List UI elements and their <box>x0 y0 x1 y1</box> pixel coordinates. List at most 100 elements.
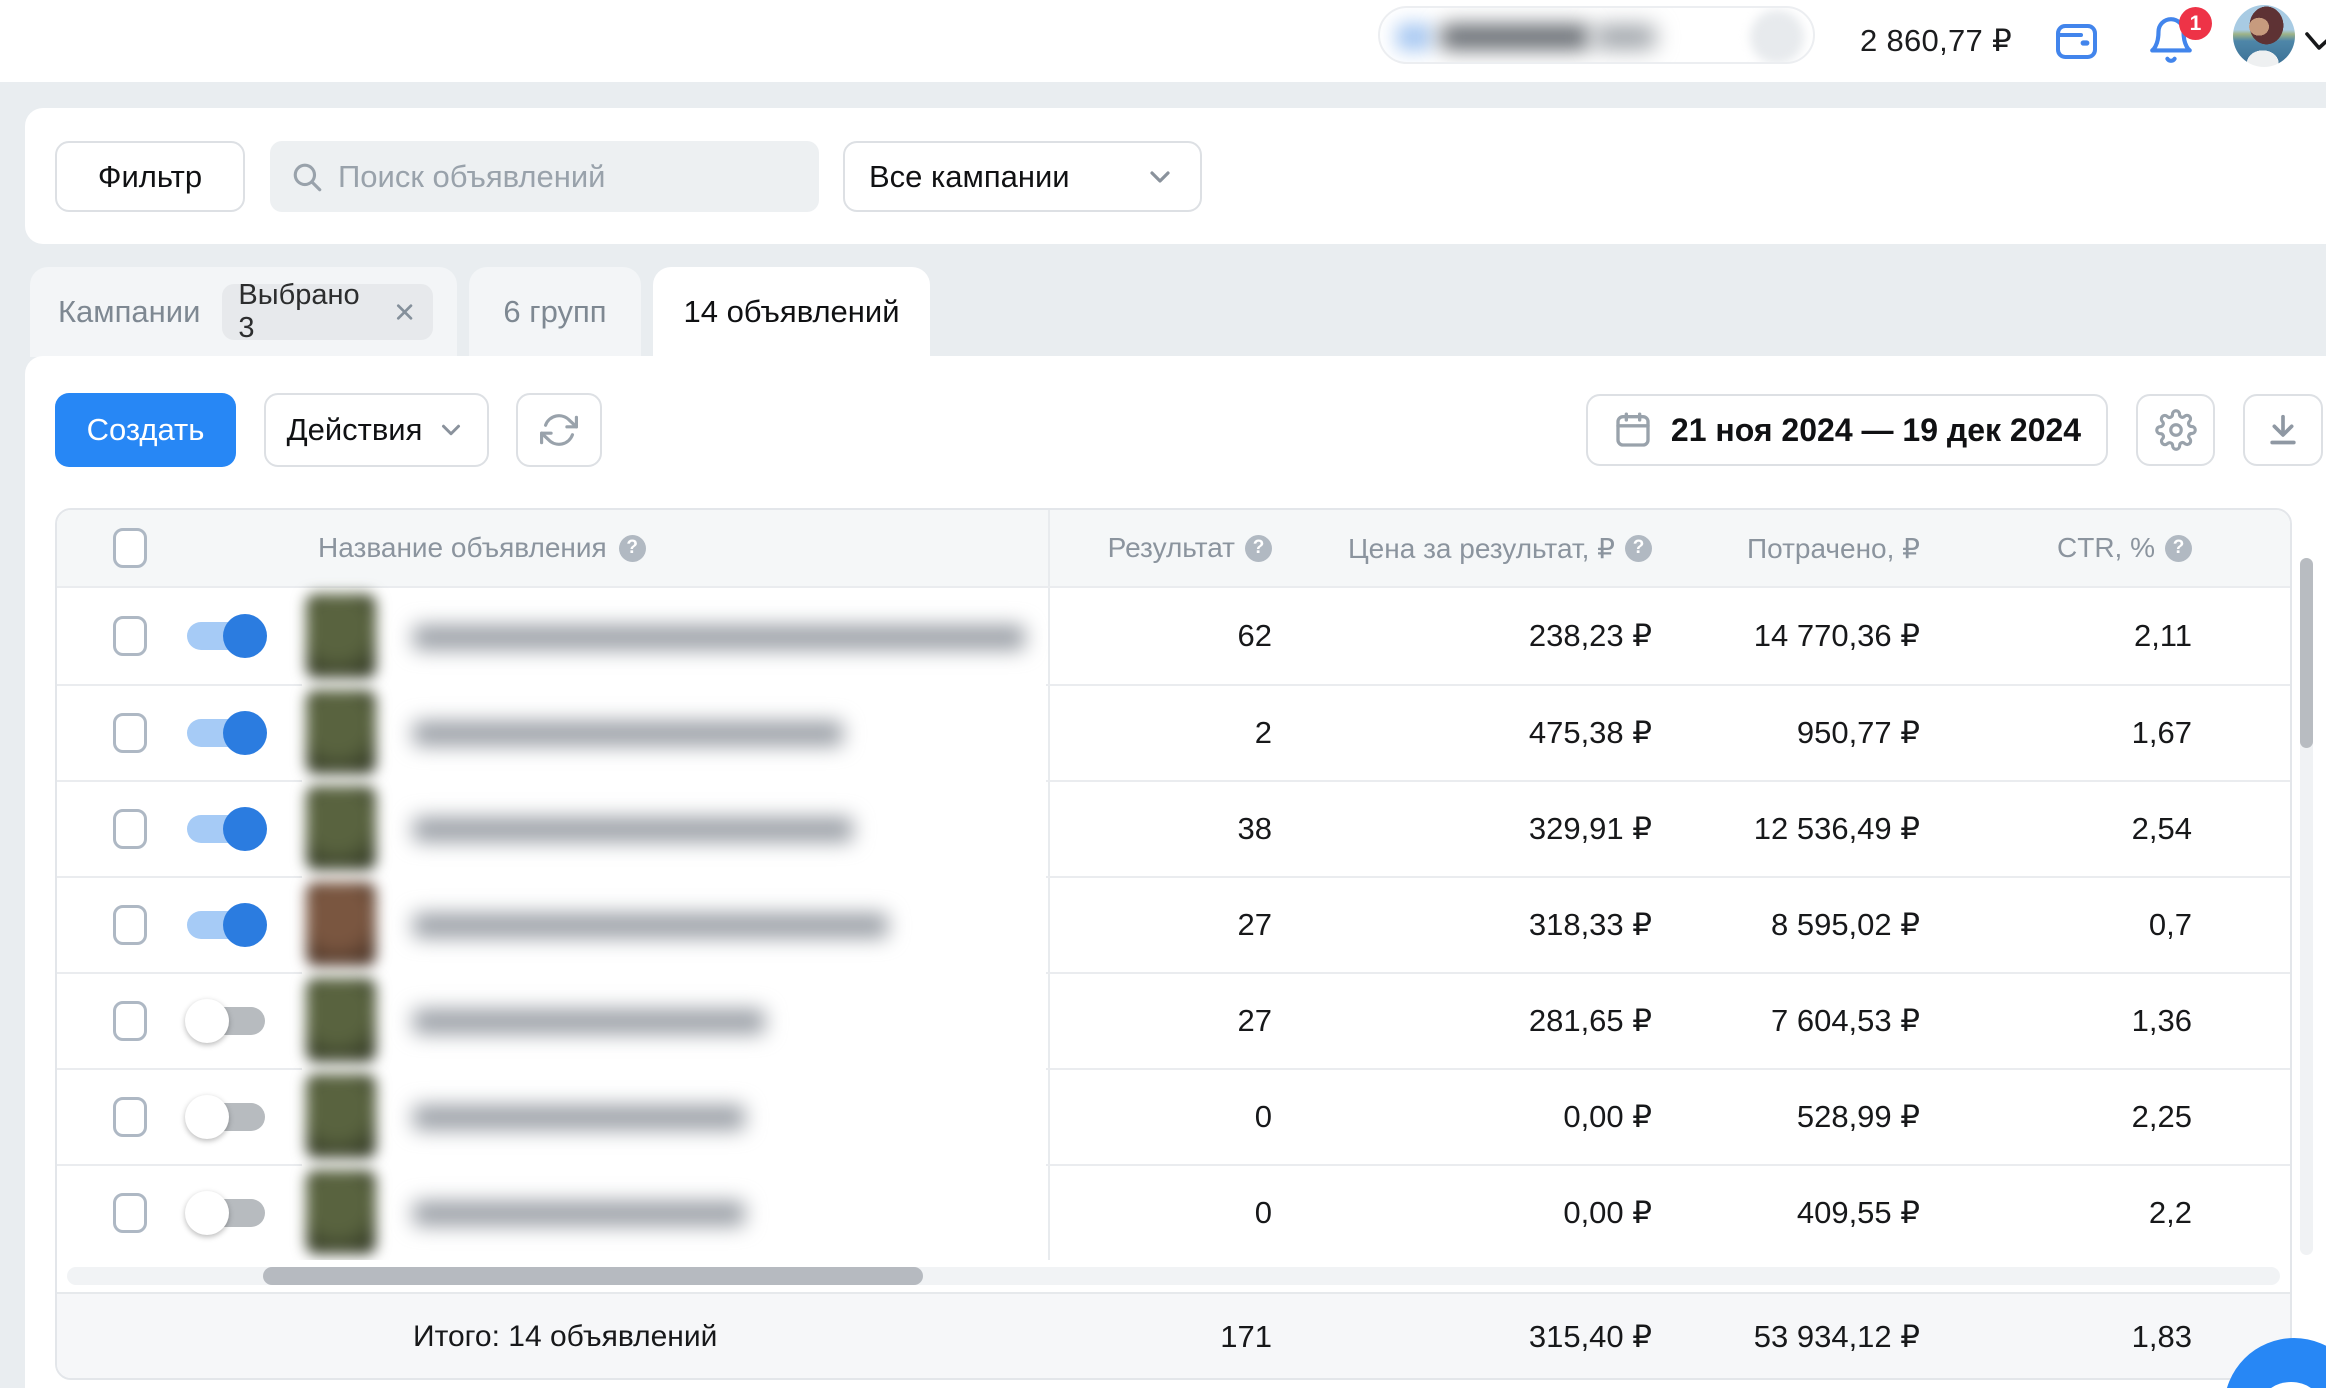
ad-toggle[interactable] <box>187 710 267 756</box>
balance-amount: 2 860,77 ₽ <box>1860 23 2013 58</box>
blurred-account-icon <box>1396 23 1432 51</box>
cell-cost-per-result: 318,33 ₽ <box>1528 907 1652 942</box>
ad-toggle[interactable] <box>187 806 267 852</box>
cell-ctr: 2,2 <box>2148 1195 2192 1230</box>
chevron-down-icon <box>1150 170 1170 183</box>
blurred-account-avatar <box>1750 10 1804 62</box>
ad-name-blurred[interactable] <box>413 1201 745 1226</box>
search-input[interactable] <box>338 158 799 195</box>
close-icon[interactable] <box>392 299 417 325</box>
ad-name-blurred[interactable] <box>413 1009 765 1034</box>
toggle-knob <box>185 999 229 1043</box>
filter-panel: Фильтр Все кампании <box>25 108 2326 244</box>
ad-thumbnail-blurred <box>306 978 376 1062</box>
row-controls <box>57 588 302 684</box>
ad-toggle[interactable] <box>185 998 265 1044</box>
cell-result: 27 <box>1237 907 1272 942</box>
cell-cost-per-result: 281,65 ₽ <box>1528 1003 1652 1038</box>
totals-result: 171 <box>1220 1319 1272 1354</box>
ad-name-cell <box>302 782 1050 876</box>
tab-campaigns-label: Кампании <box>58 294 201 329</box>
row-checkbox[interactable] <box>113 905 147 945</box>
tab-campaigns[interactable]: Кампании Выбрано 3 <box>30 267 457 357</box>
table-settings-button[interactable] <box>2136 394 2215 466</box>
table-row: 27 281,65 ₽ 7 604,53 ₽ 1,36 <box>57 972 2290 1068</box>
cell-cost-per-result: 238,23 ₽ <box>1528 618 1652 653</box>
ad-toggle[interactable] <box>185 1190 265 1236</box>
cell-ctr: 2,11 <box>2133 618 2192 653</box>
cell-result: 0 <box>1254 1099 1272 1134</box>
ad-toggle[interactable] <box>185 1094 265 1140</box>
ad-toggle[interactable] <box>187 613 267 659</box>
tab-ads-active[interactable]: 14 объявлений <box>653 267 930 357</box>
cell-spent: 528,99 ₽ <box>1796 1099 1920 1134</box>
help-icon[interactable]: ? <box>1625 534 1652 562</box>
wallet-icon[interactable] <box>2050 16 2102 66</box>
column-header-name-label: Название объявления <box>318 532 607 563</box>
ad-name-blurred[interactable] <box>413 817 853 842</box>
row-controls <box>57 1166 302 1260</box>
cell-result: 0 <box>1254 1195 1272 1230</box>
row-checkbox[interactable] <box>113 616 147 656</box>
cell-ctr: 2,25 <box>2131 1099 2192 1134</box>
campaign-filter-select[interactable]: Все кампании <box>843 141 1202 212</box>
cell-result: 62 <box>1237 618 1272 653</box>
date-range-picker[interactable]: 21 ноя 2024 — 19 дек 2024 <box>1586 394 2108 466</box>
toggle-knob <box>185 1191 229 1235</box>
cell-ctr: 0,7 <box>2148 907 2192 942</box>
table-row: 0 0,00 ₽ 409,55 ₽ 2,2 <box>57 1164 2290 1260</box>
horizontal-scrollbar-thumb[interactable] <box>263 1267 923 1285</box>
actions-button-label: Действия <box>286 412 423 447</box>
gear-icon <box>2154 409 2197 451</box>
ad-name-cell <box>302 878 1050 972</box>
cell-spent: 8 595,02 ₽ <box>1770 907 1920 942</box>
row-checkbox[interactable] <box>113 1193 147 1233</box>
chevron-down-icon[interactable] <box>2302 27 2326 55</box>
create-button[interactable]: Создать <box>55 393 236 467</box>
table-body: 62 238,23 ₽ 14 770,36 ₽ 2,11 2 475,38 ₽ 950,77… <box>57 588 2290 1260</box>
table-row: 2 475,38 ₽ 950,77 ₽ 1,67 <box>57 684 2290 780</box>
search-input-wrap[interactable] <box>270 141 819 212</box>
download-icon <box>2270 414 2296 445</box>
horizontal-scroll-zone <box>57 1260 2290 1292</box>
totals-cost-per-result: 315,40 ₽ <box>1528 1319 1652 1354</box>
date-range-value: 21 ноя 2024 — 19 дек 2024 <box>1670 411 2082 448</box>
actions-button[interactable]: Действия <box>264 393 489 467</box>
row-checkbox[interactable] <box>113 713 147 753</box>
chevron-down-icon <box>442 424 461 436</box>
cell-cost-per-result: 329,91 ₽ <box>1528 811 1652 846</box>
ad-name-cell <box>302 1166 1050 1260</box>
row-checkbox[interactable] <box>113 1097 147 1137</box>
help-icon[interactable]: ? <box>618 534 646 562</box>
ad-thumbnail-blurred <box>306 786 376 870</box>
toggle-knob <box>185 1095 229 1139</box>
ad-name-blurred[interactable] <box>413 625 1025 650</box>
table-row: 0 0,00 ₽ 528,99 ₽ 2,25 <box>57 1068 2290 1164</box>
help-icon[interactable]: ? <box>2165 534 2192 562</box>
ad-toggle[interactable] <box>187 902 267 948</box>
cell-spent: 12 536,49 ₽ <box>1753 811 1920 846</box>
ad-name-cell <box>302 974 1050 1068</box>
row-checkbox[interactable] <box>113 1001 147 1041</box>
select-all-checkbox[interactable] <box>113 528 147 568</box>
notifications-button[interactable]: 1 <box>2146 7 2212 67</box>
ad-name-blurred[interactable] <box>413 913 888 938</box>
ad-name-blurred[interactable] <box>413 721 843 746</box>
blurred-name-column <box>302 588 1046 1260</box>
vertical-scrollbar-thumb[interactable] <box>2300 558 2313 748</box>
search-icon <box>293 163 322 191</box>
cell-spent: 14 770,36 ₽ <box>1753 618 1920 653</box>
blurred-account-name <box>1440 24 1590 50</box>
row-checkbox[interactable] <box>113 809 147 849</box>
account-selector-blurred[interactable] <box>1378 6 1815 64</box>
refresh-button[interactable] <box>516 393 602 467</box>
cell-result: 27 <box>1237 1003 1272 1038</box>
ad-name-blurred[interactable] <box>413 1105 745 1130</box>
avatar[interactable] <box>2233 5 2295 67</box>
main-panel: Создать Действия 21 ноя 2024 — 19 дек 20… <box>25 356 2326 1388</box>
tab-groups[interactable]: 6 групп <box>469 267 641 357</box>
export-button[interactable] <box>2243 394 2323 466</box>
filter-button[interactable]: Фильтр <box>55 141 245 212</box>
help-icon[interactable]: ? <box>1245 534 1272 562</box>
